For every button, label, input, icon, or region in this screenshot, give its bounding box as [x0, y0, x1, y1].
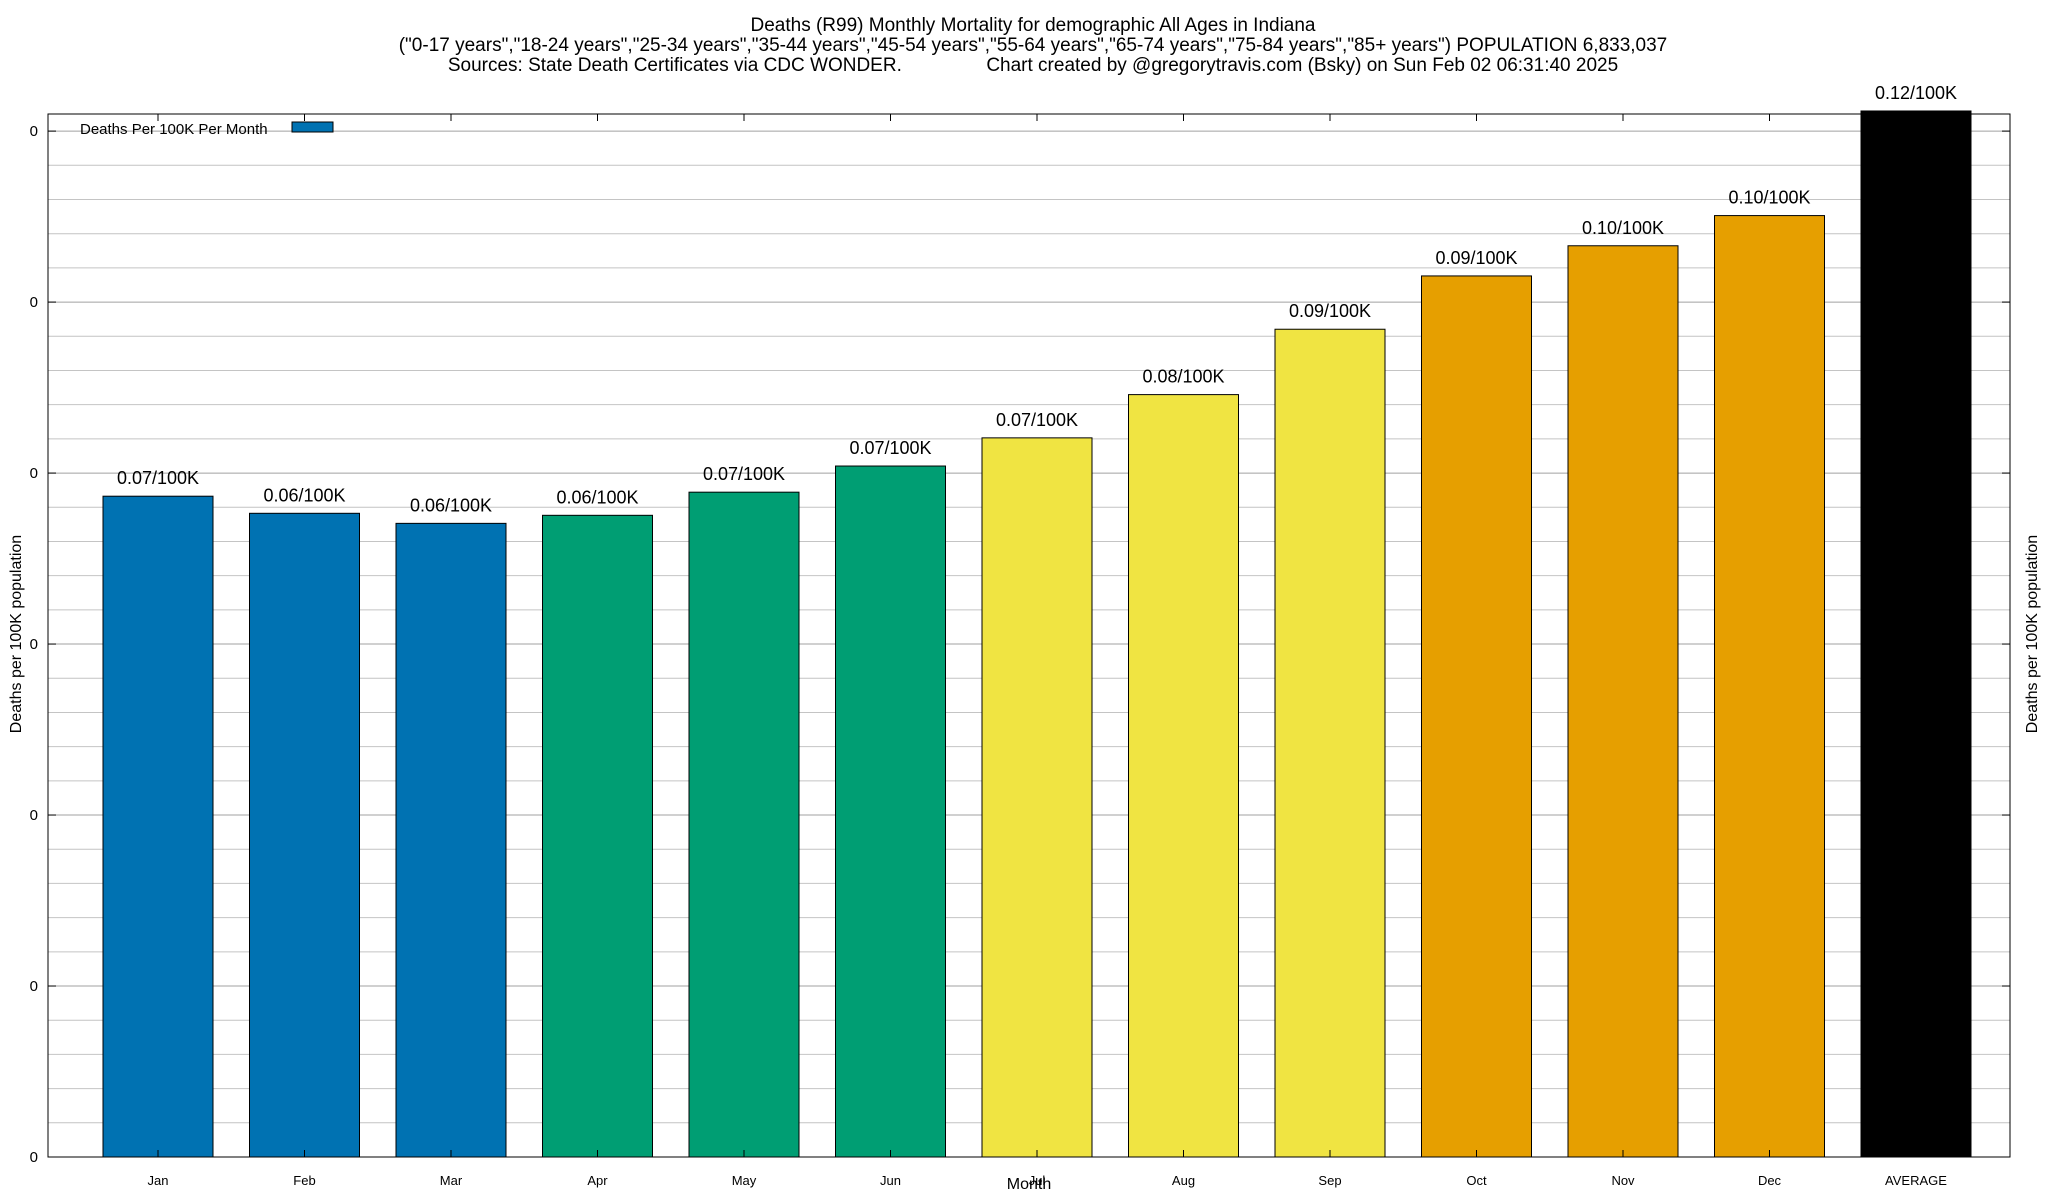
y-tick-label: 0 — [30, 978, 38, 995]
bar-dec — [1714, 215, 1825, 1158]
y-axis-title-left: Deaths per 100K population — [8, 535, 25, 733]
y-axis-ticks: 0 0 0 0 0 0 0 — [30, 123, 2010, 1166]
bar-value-label: 0.06/100K — [410, 495, 492, 515]
x-category-label: Jan — [148, 1173, 169, 1188]
x-category-label: Jun — [880, 1173, 901, 1188]
bar-average — [1860, 110, 1972, 1158]
chart-title: Deaths (R99) Monthly Mortality for demog… — [399, 15, 1668, 76]
bar-apr — [542, 514, 653, 1158]
title-line-2: ("0-17 years","18-24 years","25-34 years… — [399, 35, 1668, 56]
bar-aug — [1128, 394, 1239, 1158]
x-category-label: Mar — [440, 1173, 463, 1188]
bar-jul — [981, 437, 1093, 1158]
bar-oct — [1421, 275, 1532, 1158]
bar-may — [688, 491, 800, 1158]
y-tick-label: 0 — [30, 807, 38, 824]
bars — [102, 110, 1972, 1158]
x-category-label: Sep — [1318, 1173, 1341, 1188]
x-category-label: May — [732, 1173, 757, 1188]
bar-value-label: 0.07/100K — [849, 438, 931, 458]
bar-value-label: 0.10/100K — [1582, 218, 1664, 238]
x-axis-categories: Jan Feb Mar Apr May Jun Jul Aug Sep Oct Nov Dec AVER… — [148, 114, 1947, 1188]
y-tick-label: 0 — [30, 294, 38, 311]
bar-value-label: 0.06/100K — [263, 485, 345, 505]
bar-value-label: 0.09/100K — [1435, 248, 1517, 268]
bar-value-label: 0.10/100K — [1728, 188, 1810, 208]
y-tick-label: 0 — [30, 636, 38, 653]
bar-value-label: 0.08/100K — [1142, 367, 1224, 387]
bar-value-label: 0.06/100K — [556, 487, 638, 507]
x-category-label: Apr — [587, 1173, 608, 1188]
legend-label: Deaths Per 100K Per Month — [80, 121, 268, 138]
y-axis-title-right: Deaths per 100K population — [2024, 535, 2041, 733]
bar-value-label: 0.07/100K — [996, 410, 1078, 430]
bar-jan — [102, 495, 214, 1158]
x-category-label: Oct — [1466, 1173, 1487, 1188]
x-category-label: Jul — [1029, 1173, 1046, 1188]
legend-swatch — [291, 121, 334, 133]
bar-value-label: 0.07/100K — [117, 468, 199, 488]
x-category-label: Nov — [1611, 1173, 1635, 1188]
bar-value-label: 0.07/100K — [703, 464, 785, 484]
bar-feb — [249, 512, 360, 1158]
title-line-3: Sources: State Death Certificates via CD… — [448, 55, 1618, 76]
y-tick-label: 0 — [30, 1149, 38, 1166]
title-line-1: Deaths (R99) Monthly Mortality for demog… — [751, 15, 1316, 36]
bar-sep — [1274, 328, 1386, 1158]
x-category-label: Dec — [1758, 1173, 1782, 1188]
plot-frame — [47, 113, 2011, 1158]
bar-value-labels: 0.07/100K 0.06/100K 0.06/100K 0.06/100K 0.07… — [117, 83, 1957, 515]
x-axis-title: Month — [1007, 1176, 1051, 1193]
bar-value-label: 0.09/100K — [1289, 301, 1371, 321]
y-tick-label: 0 — [30, 465, 38, 482]
x-category-label: Feb — [293, 1173, 315, 1188]
bar-value-label: 0.12/100K — [1875, 83, 1957, 103]
x-category-label: AVERAGE — [1885, 1173, 1947, 1188]
x-category-label: Aug — [1172, 1173, 1195, 1188]
bar-jun — [835, 465, 946, 1158]
legend: Deaths Per 100K Per Month — [80, 121, 334, 138]
y-tick-label: 0 — [30, 123, 38, 140]
bar-nov — [1567, 245, 1679, 1158]
bar-mar — [395, 522, 507, 1158]
